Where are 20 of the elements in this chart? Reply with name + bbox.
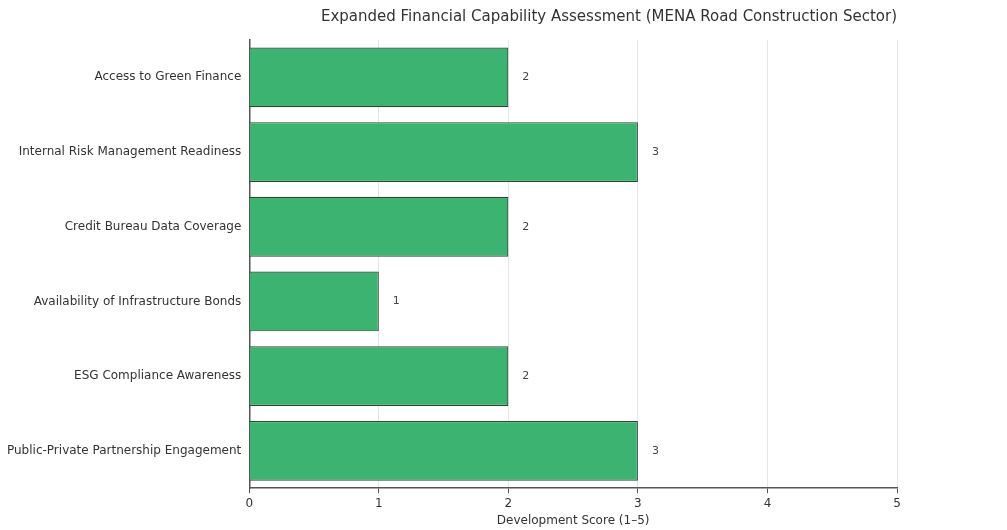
y-tick-label: Public-Private Partnership Engagement: [6, 442, 242, 457]
x-axis-title: Development Score (1–5): [496, 512, 650, 527]
x-tick-label: 1: [375, 495, 383, 510]
data-label: 3: [651, 144, 659, 158]
y-tick-label: Credit Bureau Data Coverage: [64, 218, 242, 233]
data-label: 2: [522, 219, 530, 233]
y-tick-label: Access to Green Finance: [94, 69, 242, 84]
data-label: 2: [522, 369, 530, 383]
x-tick-label: 5: [893, 495, 901, 510]
x-tick-label: 0: [245, 495, 254, 510]
y-tick-label: ESG Compliance Awareness: [74, 368, 242, 383]
data-label: 1: [392, 294, 400, 308]
x-tick-label: 3: [634, 495, 642, 510]
y-tick-label: Internal Risk Management Readiness: [18, 144, 242, 159]
chart-title: Expanded Financial Capability Assessment (MENA Road Construction Sector): [320, 6, 897, 25]
y-tick-label: Availability of Infrastructure Bonds: [33, 293, 242, 308]
x-tick-label: 2: [504, 495, 513, 510]
x-tick-label: 4: [763, 495, 772, 510]
data-label: 2: [522, 70, 530, 84]
data-label: 3: [651, 443, 659, 457]
